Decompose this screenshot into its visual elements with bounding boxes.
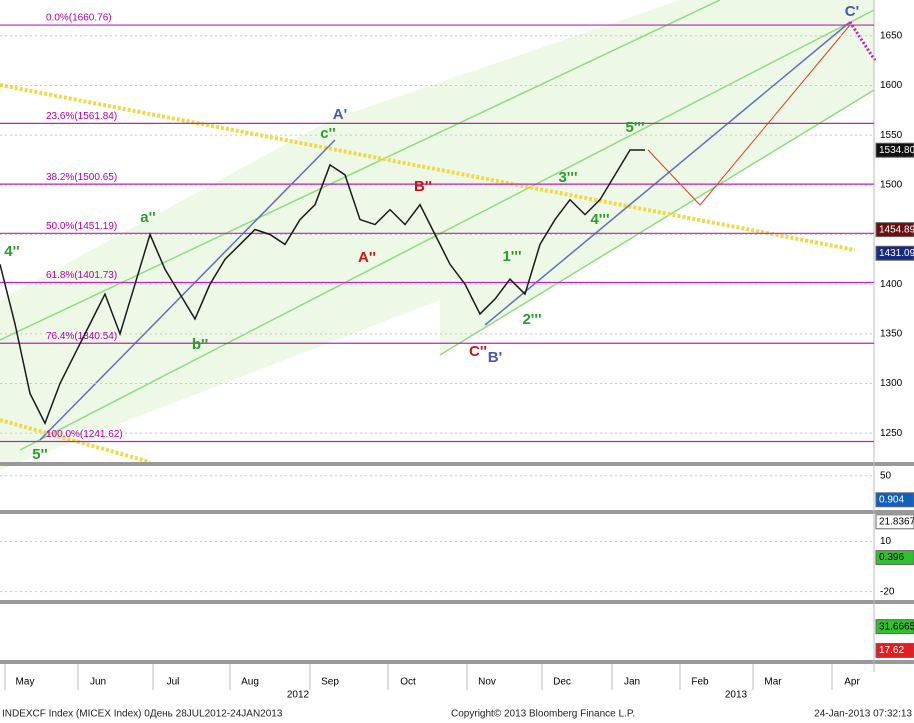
panel-separator [0, 600, 914, 604]
wave-label: A'' [358, 249, 376, 266]
year-label: 2012 [287, 690, 310, 701]
wave-label: B' [488, 349, 502, 366]
y-tick-label: 1250 [880, 428, 903, 439]
channel-line [439, 89, 875, 356]
last-value-label: 1431.09 [879, 248, 914, 259]
wave-label: 4''' [590, 211, 609, 228]
fib-label: 50.0%(1451.19) [46, 221, 117, 232]
wave-label: 3''' [558, 169, 577, 186]
y-tick-label: 50 [880, 470, 892, 481]
x-tick-label: Dec [553, 677, 571, 688]
channel-line [0, 0, 721, 341]
last-value-box [875, 222, 914, 238]
fib-label: 61.8%(1401.73) [46, 270, 117, 281]
fib-label: 100.0%(1241.62) [46, 429, 123, 440]
fib-label: 23.6%(1561.84) [46, 111, 117, 122]
price-line [0, 149, 645, 426]
last-value-label: 1454.89 [879, 224, 914, 235]
last-value-label: 1534.80 [879, 145, 914, 156]
channel-line [19, 9, 875, 451]
footer-left: INDEXCF Index (MICEX Index) 0День 28JUL2… [2, 709, 283, 720]
y-tick-label: 1400 [880, 279, 903, 290]
wave-label: 5''' [625, 119, 644, 136]
panel-separator [0, 510, 914, 514]
trend-line [0, 83, 856, 252]
wave-label: 4'' [4, 243, 19, 260]
last-value-box [875, 142, 914, 158]
x-tick-label: Jan [624, 677, 640, 688]
year-label: 2013 [725, 690, 748, 701]
panel-separator [0, 660, 914, 664]
x-tick-label: Apr [844, 677, 860, 688]
y-tick-label: 10 [880, 536, 892, 547]
last-value-box [875, 550, 914, 566]
x-tick-label: Aug [241, 677, 259, 688]
x-tick-label: Jul [167, 677, 180, 688]
wave-label: c'' [320, 125, 335, 142]
x-tick-label: Nov [478, 677, 496, 688]
y-tick-label: 1350 [880, 328, 903, 339]
fib-label: 76.4%(1340.54) [46, 331, 117, 342]
last-value-box [875, 619, 914, 635]
panel-separator [0, 462, 914, 466]
y-tick-label: 1650 [880, 30, 903, 41]
last-value-label: 17.62 [879, 645, 904, 656]
x-tick-label: Mar [764, 677, 782, 688]
last-value-box [875, 492, 914, 508]
y-tick-label: 1550 [880, 130, 903, 141]
last-value-box [875, 245, 914, 261]
fib-label: 0.0%(1660.76) [46, 13, 112, 24]
x-tick-label: Jun [90, 677, 106, 688]
wave-label: b'' [192, 336, 208, 353]
y-tick-label: 1600 [880, 80, 903, 91]
last-value-box [875, 514, 914, 530]
fib-label: 38.2%(1500.65) [46, 172, 117, 183]
wave-label: 1''' [502, 248, 521, 265]
y-tick-label: -20 [880, 586, 895, 597]
last-value-label: 0.396 [879, 552, 904, 563]
y-tick-label: 1500 [880, 179, 903, 190]
footer-right: 24-Jan-2013 07:32:13 [814, 709, 912, 720]
last-value-label: 21.8367 [879, 516, 914, 527]
last-value-box [875, 642, 914, 658]
wave-label: A' [333, 106, 347, 123]
x-tick-label: Feb [691, 677, 709, 688]
x-tick-label: May [16, 677, 35, 688]
wave-label: C' [845, 3, 859, 20]
wave-label: a'' [140, 209, 155, 226]
last-value-label: 0.904 [879, 494, 904, 505]
wave-label: C'' [469, 343, 487, 360]
last-value-label: 31.6665 [879, 621, 914, 632]
wave-line [484, 21, 851, 326]
wave-label: 5'' [32, 446, 47, 463]
x-tick-label: Oct [400, 677, 416, 688]
y-tick-label: 1300 [880, 378, 903, 389]
wave-label: B'' [414, 178, 432, 195]
wave-label: 2''' [522, 311, 541, 328]
x-tick-label: Sep [321, 677, 339, 688]
wave-line [39, 139, 336, 441]
footer-center: Copyright© 2013 Bloomberg Finance L.P. [451, 709, 635, 720]
